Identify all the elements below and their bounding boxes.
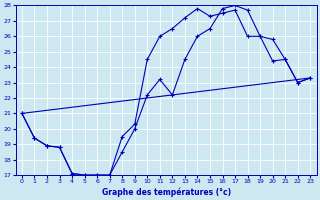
X-axis label: Graphe des températures (°c): Graphe des températures (°c) (101, 187, 231, 197)
